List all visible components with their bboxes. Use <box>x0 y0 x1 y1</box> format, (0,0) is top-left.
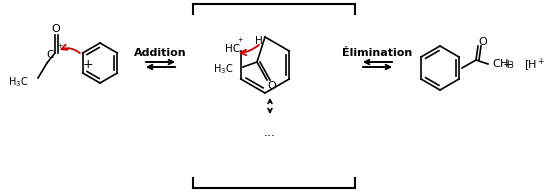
Text: O: O <box>479 37 487 47</box>
Text: H$_3$C: H$_3$C <box>213 62 233 76</box>
Text: $^+$: $^+$ <box>56 43 64 53</box>
Text: +: + <box>83 59 94 71</box>
Text: +: + <box>503 59 514 71</box>
Text: C: C <box>46 50 54 60</box>
Text: CH$_3$: CH$_3$ <box>492 57 515 71</box>
Text: O: O <box>268 81 277 91</box>
Text: ...: ... <box>264 127 276 140</box>
Text: O: O <box>52 24 60 34</box>
Text: Addition: Addition <box>134 48 186 58</box>
Text: HC: HC <box>225 44 240 54</box>
Text: $^+$: $^+$ <box>236 37 244 47</box>
Text: H: H <box>255 36 263 46</box>
Text: Élimination: Élimination <box>342 48 412 58</box>
Text: H$_3$C: H$_3$C <box>8 75 28 89</box>
Text: [H$^+$: [H$^+$ <box>524 56 546 74</box>
